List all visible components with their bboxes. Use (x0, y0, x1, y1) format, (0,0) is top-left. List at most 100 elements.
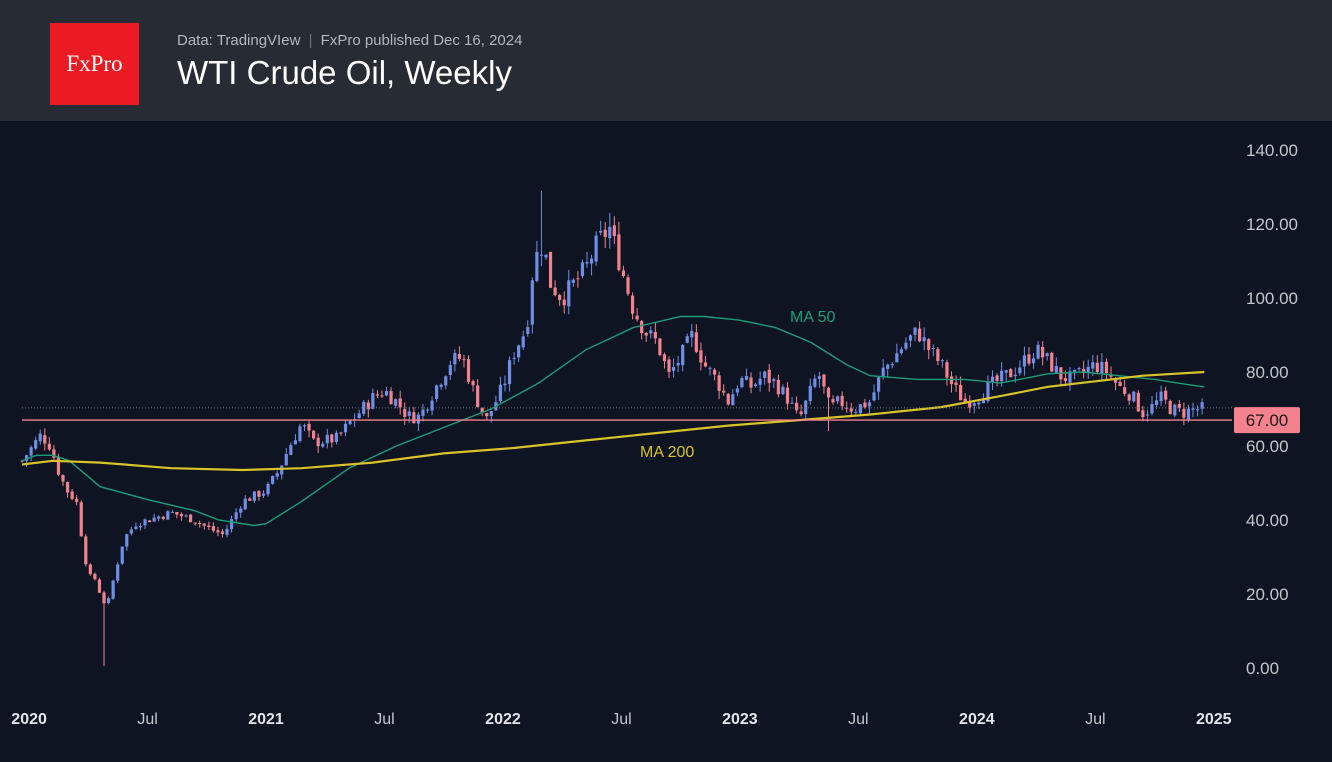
candle-body (157, 516, 161, 519)
candle-body (890, 364, 894, 366)
candle-body (1082, 368, 1086, 372)
candle-body (503, 383, 507, 386)
candle-body (343, 423, 348, 433)
candle-body (1086, 366, 1090, 373)
candle-body (589, 258, 594, 264)
candle-body (981, 399, 986, 404)
candle-body (1091, 362, 1095, 369)
current-price-tag (1234, 407, 1300, 434)
candle-body (1109, 374, 1113, 377)
candle-body (517, 345, 521, 358)
candle-body (740, 378, 744, 388)
candle-body (662, 354, 667, 362)
candle-body (462, 359, 466, 361)
header-bar: FxPro Data: TradingVIew | FxPro publishe… (0, 0, 1332, 121)
x-tick-label: 2022 (485, 711, 521, 728)
candle-body (1077, 368, 1081, 370)
candle-body (594, 235, 598, 262)
candle-body (849, 408, 853, 412)
candle-body (184, 515, 188, 517)
candle-body (940, 360, 945, 362)
candle-body (863, 402, 867, 408)
candle-body (61, 475, 65, 482)
x-tick-label: 2025 (1196, 711, 1232, 728)
candle-body (990, 376, 995, 382)
candle-body (380, 395, 384, 397)
candle-body (485, 413, 489, 417)
ma50-line (21, 315, 1205, 527)
candle-body (179, 514, 184, 517)
candle-body (480, 407, 484, 413)
candle-body (457, 353, 462, 359)
candle-body (1000, 370, 1004, 382)
candle-body (699, 350, 703, 363)
candle-body (489, 411, 493, 417)
candle-body (963, 398, 967, 403)
candle-body (229, 519, 234, 530)
candle-body (166, 511, 170, 520)
candle-body (548, 251, 553, 288)
candle-body (111, 580, 115, 599)
candle-body (43, 435, 47, 444)
candle-body (211, 526, 215, 531)
candle-body (271, 476, 275, 484)
candle-body (580, 262, 585, 277)
candle-body (403, 409, 407, 417)
candle-body (1013, 374, 1017, 377)
candle-body (471, 381, 475, 386)
candle-body (389, 391, 393, 405)
candle-body (384, 391, 389, 396)
x-tick-label: 2021 (248, 711, 284, 728)
candle-body (439, 384, 443, 387)
candle-body (398, 398, 402, 408)
candle-body (1095, 362, 1099, 373)
candle-body (234, 512, 238, 520)
candle-body (175, 512, 179, 515)
candle-body (248, 498, 252, 501)
candle-body (558, 295, 562, 300)
candle-body (1159, 391, 1163, 402)
candle-body (448, 365, 452, 375)
candle-body (129, 529, 133, 534)
candle-body (316, 437, 320, 447)
candle-body (280, 465, 284, 475)
candle-body (1104, 361, 1109, 374)
candle-body (102, 592, 106, 604)
candle-body (1182, 408, 1186, 418)
candle-body (822, 374, 826, 387)
candle-body (986, 381, 990, 402)
price-chart[interactable]: MA 50 MA 200 0.00 20.00 40.00 60.00 80.00 100.… (0, 121, 1332, 762)
candle-body (790, 402, 794, 404)
candle-body (416, 414, 421, 424)
candle-body (216, 530, 220, 533)
candle-body (968, 401, 972, 408)
candle-body (70, 491, 74, 499)
candle-body (56, 456, 61, 475)
candle-body (1004, 370, 1008, 373)
x-tick-label: 2020 (11, 711, 47, 728)
candle-body (88, 564, 92, 575)
x-tick-label: 2024 (959, 711, 995, 728)
candle-body (252, 491, 256, 501)
y-tick-label: 140.00 (1246, 141, 1298, 160)
candle-body (307, 423, 311, 431)
candle-body (29, 447, 33, 456)
candle-body (763, 371, 767, 378)
candle-body (1164, 390, 1168, 400)
candle-body (1041, 346, 1045, 358)
candle-body (813, 378, 817, 387)
candle-body (722, 390, 726, 393)
candle-body (895, 353, 899, 363)
candle-body (161, 516, 165, 519)
candle-body (20, 460, 24, 462)
candle-body (1022, 355, 1027, 367)
candle-body (840, 395, 844, 407)
candle-body (507, 360, 512, 385)
candle-body (526, 327, 530, 334)
candle-body (275, 473, 279, 477)
time-axis: 2020 Jul 2021 Jul 2022 Jul 2023 Jul 2024 Jul 2025 (11, 711, 1231, 728)
candle-body (498, 384, 503, 401)
candle-body (972, 403, 976, 406)
candle-body (394, 399, 398, 406)
source-separator: | (308, 32, 313, 49)
